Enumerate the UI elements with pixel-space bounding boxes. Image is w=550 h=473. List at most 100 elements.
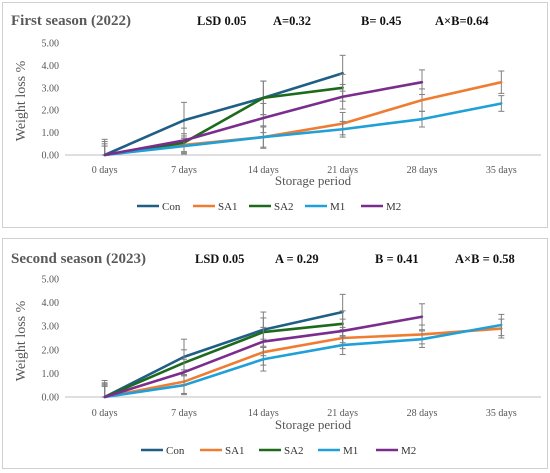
legend-label: M1 bbox=[330, 201, 345, 213]
y-tick-label: 0.00 bbox=[42, 393, 60, 404]
chart-title: Second season (2023) bbox=[11, 251, 146, 267]
x-tick-label: 7 days bbox=[171, 165, 197, 176]
legend-item: M2 bbox=[361, 201, 401, 213]
x-axis-title: Storage period bbox=[275, 173, 352, 188]
series-line bbox=[104, 102, 502, 157]
lsd-b: B= 0.45 bbox=[361, 14, 401, 28]
legend-item: SA2 bbox=[249, 201, 294, 213]
legend-item: SA1 bbox=[200, 445, 245, 457]
series-line bbox=[104, 86, 343, 157]
x-tick-label: 14 days bbox=[248, 165, 279, 176]
x-tick-label: 28 days bbox=[407, 165, 438, 176]
y-tick-label: 5.00 bbox=[42, 275, 60, 286]
series-sa2 bbox=[101, 73, 346, 157]
chart-first-season: First season (2022) LSD 0.05 A=0.32 B= 0… bbox=[11, 13, 541, 213]
data-point bbox=[262, 116, 265, 120]
legend-label: M2 bbox=[401, 445, 416, 457]
x-tick-label: 14 days bbox=[248, 408, 279, 419]
lsd-axb: A×B=0.64 bbox=[435, 14, 489, 28]
legend-label: M1 bbox=[343, 445, 358, 457]
y-tick-label: 3.00 bbox=[42, 322, 60, 333]
data-point bbox=[341, 128, 344, 131]
data-point bbox=[420, 98, 424, 102]
legend-item: M1 bbox=[305, 201, 345, 213]
data-point bbox=[341, 72, 344, 75]
series-sa2 bbox=[101, 310, 346, 399]
lsd-b: B = 0.41 bbox=[375, 252, 419, 266]
legend-label: Con bbox=[162, 201, 181, 213]
data-point bbox=[500, 81, 503, 84]
series-line bbox=[104, 322, 343, 399]
legend-label: SA1 bbox=[218, 201, 238, 213]
legend-label: M2 bbox=[386, 201, 401, 213]
data-point bbox=[103, 395, 106, 399]
y-tick-label: 4.00 bbox=[42, 61, 60, 72]
y-axis-title: Weight loss % bbox=[14, 300, 29, 381]
chart-panel-second-season: Second season (2023) LSD 0.05 A = 0.29 B… bbox=[2, 238, 548, 469]
series-line bbox=[104, 323, 502, 399]
chart-panel-first-season: First season (2022) LSD 0.05 A=0.32 B= 0… bbox=[2, 2, 548, 228]
data-point bbox=[341, 329, 344, 333]
data-point bbox=[182, 371, 186, 374]
data-point bbox=[262, 96, 265, 100]
data-point bbox=[500, 323, 503, 327]
data-point bbox=[500, 102, 503, 105]
y-axis-title: Weight loss % bbox=[14, 60, 29, 141]
series-sa1 bbox=[101, 318, 505, 399]
x-tick-label: 0 days bbox=[92, 408, 118, 419]
data-point bbox=[182, 139, 186, 142]
legend-label: SA1 bbox=[225, 445, 245, 457]
legend-item: SA2 bbox=[259, 445, 304, 457]
series-m1 bbox=[101, 95, 505, 157]
x-tick-label: 28 days bbox=[407, 408, 438, 419]
x-tick-label: 21 days bbox=[327, 165, 358, 176]
series-line bbox=[104, 71, 344, 157]
legend-label: SA2 bbox=[284, 445, 304, 457]
lsd-a: A = 0.29 bbox=[275, 252, 319, 266]
legend: Con SA1 SA2 M1 M2 bbox=[141, 445, 416, 457]
x-tick-label: 21 days bbox=[327, 408, 358, 419]
data-point bbox=[341, 95, 344, 98]
legend: Con SA1 SA2 M1 M2 bbox=[137, 201, 401, 213]
series-line bbox=[104, 310, 343, 399]
x-tick-label: 0 days bbox=[92, 165, 118, 176]
data-point bbox=[420, 315, 424, 318]
legend-item: SA1 bbox=[193, 201, 238, 213]
y-tick-label: 0.00 bbox=[42, 151, 60, 162]
y-tick-label: 2.00 bbox=[42, 106, 60, 117]
lsd-label: LSD 0.05 bbox=[195, 252, 244, 266]
y-tick-label: 1.00 bbox=[42, 369, 60, 380]
x-tick-label: 35 days bbox=[486, 408, 517, 419]
x-axis-title: Storage period bbox=[275, 417, 352, 432]
legend-item: Con bbox=[137, 201, 181, 213]
x-tick-label: 7 days bbox=[171, 408, 197, 419]
lsd-label: LSD 0.05 bbox=[197, 14, 246, 28]
legend-label: SA2 bbox=[274, 201, 294, 213]
data-point bbox=[420, 117, 424, 121]
series-m2 bbox=[101, 69, 425, 157]
data-point bbox=[262, 340, 265, 343]
data-point bbox=[420, 337, 424, 341]
x-tick-label: 35 days bbox=[486, 165, 517, 176]
data-point bbox=[262, 135, 265, 139]
chart-title: First season (2022) bbox=[11, 13, 131, 29]
y-tick-label: 3.00 bbox=[42, 83, 60, 94]
legend-item: M2 bbox=[376, 445, 416, 457]
y-tick-label: 4.00 bbox=[42, 298, 60, 309]
chart-second-season: Second season (2023) LSD 0.05 A = 0.29 B… bbox=[11, 251, 541, 457]
data-point bbox=[182, 119, 186, 122]
legend-label: Con bbox=[166, 445, 185, 457]
data-point bbox=[262, 358, 265, 361]
lsd-axb: A×B = 0.58 bbox=[455, 252, 515, 266]
series-line bbox=[104, 327, 502, 399]
data-point bbox=[341, 343, 344, 347]
y-tick-label: 5.00 bbox=[42, 39, 60, 50]
legend-item: Con bbox=[141, 445, 185, 457]
y-tick-label: 2.00 bbox=[42, 345, 60, 356]
series-m2 bbox=[101, 303, 425, 399]
data-point bbox=[103, 153, 106, 157]
data-point bbox=[420, 81, 424, 84]
y-tick-label: 1.00 bbox=[42, 128, 60, 139]
legend-item: M1 bbox=[318, 445, 358, 457]
lsd-a: A=0.32 bbox=[273, 14, 311, 28]
